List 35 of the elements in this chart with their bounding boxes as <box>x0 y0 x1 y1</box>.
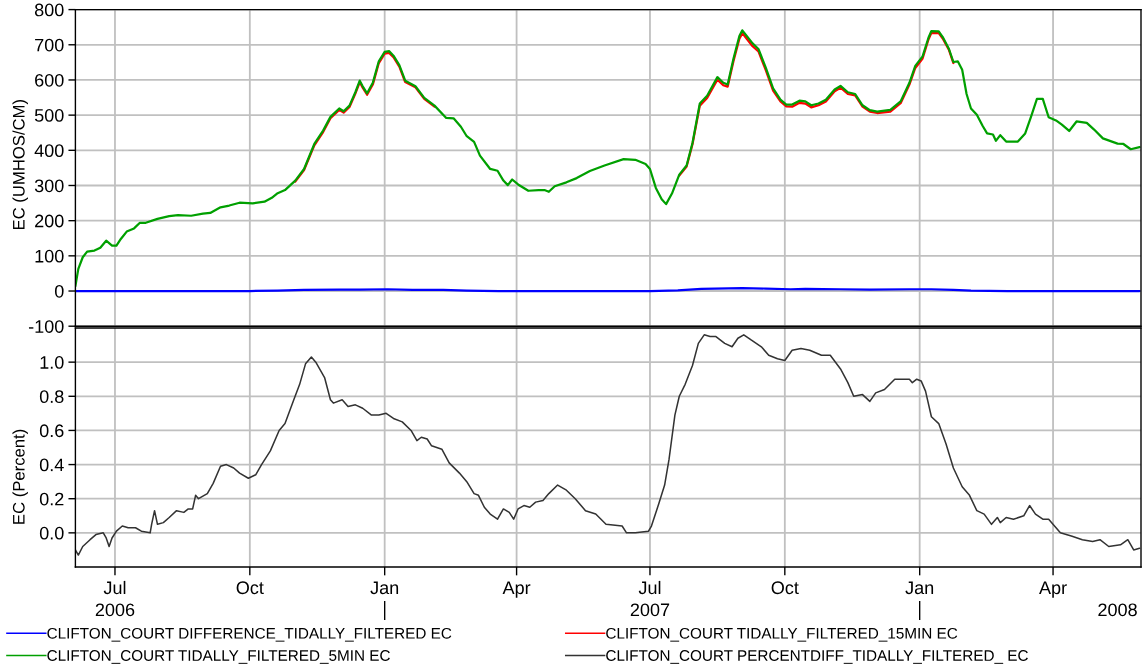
y-tick-label: 700 <box>35 38 64 52</box>
legend-label: CLIFTON_COURT TIDALLY_FILTERED_15MIN EC <box>606 627 958 642</box>
y-tick-label: 600 <box>35 73 64 87</box>
x-tick-label: Jan <box>370 581 399 595</box>
x-tick-label: Jul <box>638 580 661 595</box>
y-axis-title: EC (UMHOS/CM) <box>12 100 28 230</box>
x-tick-label: Jan <box>905 581 934 595</box>
y-tick-label: 0.8 <box>39 390 64 404</box>
y-tick-label: 0.6 <box>39 424 64 438</box>
x2-tick-label: 2007 <box>630 603 670 617</box>
y-tick-label: 0.4 <box>39 458 64 472</box>
y-tick-label: 200 <box>35 214 64 228</box>
y-tick-label: 400 <box>34 144 64 158</box>
y-tick-label: 100 <box>35 249 64 263</box>
y-tick-label: -100 <box>28 320 64 333</box>
line-series <box>75 29 1141 288</box>
y-axis-title: EC (Percent) <box>12 429 28 524</box>
y-tick-label: 500 <box>34 109 64 122</box>
y-tick-label: 0.2 <box>39 492 64 506</box>
x-tick-label: Apr <box>502 581 531 598</box>
y-tick-label: 0 <box>54 284 64 298</box>
line-series <box>75 334 1141 556</box>
y-tick-label: 800 <box>34 3 64 17</box>
x-tick-label: Apr <box>1039 581 1067 598</box>
legend-label: CLIFTON_COURT TIDALLY_FILTERED_5MIN EC <box>47 650 390 664</box>
x-tick-label: Oct <box>236 581 264 595</box>
y-tick-label: 300 <box>34 179 64 193</box>
x2-tick-label: 2008 <box>1098 603 1137 617</box>
x-tick-label: Jul <box>103 580 126 595</box>
x-tick-label: Oct <box>771 581 799 595</box>
y-tick-label: 0.0 <box>39 526 64 540</box>
x2-tick-label: 2006 <box>95 603 135 617</box>
legend-label: CLIFTON_COURT DIFFERENCE_TIDALLY_FILTERED EC <box>47 627 452 642</box>
y-tick-label: 1.0 <box>40 356 64 369</box>
legend-label: CLIFTON_COURT PERCENTDIFF_TIDALLY_FILTERED_ EC <box>606 650 1028 664</box>
